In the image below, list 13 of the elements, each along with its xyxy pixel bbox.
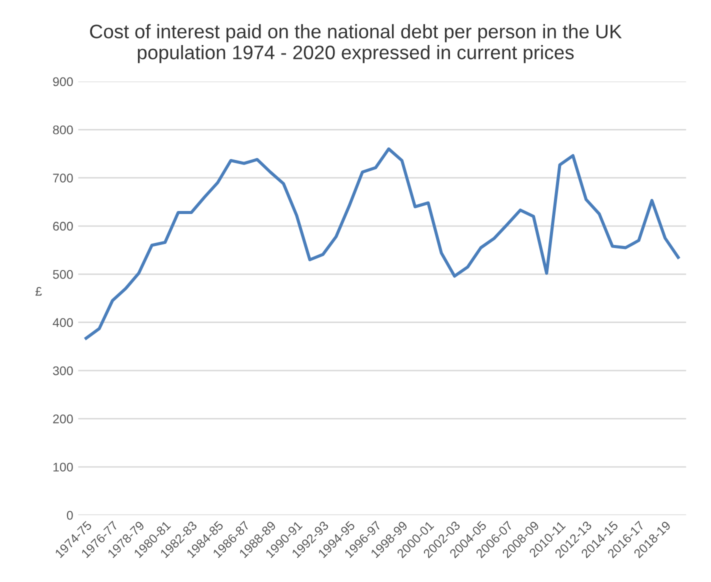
- line-series: [84, 147, 680, 340]
- y-tick-label: 0: [66, 510, 73, 520]
- chart-title: Cost of interest paid on the national debt per person in the UK population 1974 - 2020 expressed in current prices: [90, 24, 622, 64]
- y-axis-title: £: [35, 286, 42, 296]
- y-tick-label: 100: [53, 462, 73, 472]
- y-tick-label: 700: [53, 174, 73, 182]
- y-tick-label: 200: [53, 414, 73, 424]
- y-tick-label: 400: [52, 318, 73, 328]
- y-tick-label: 300: [52, 366, 73, 376]
- y-tick-label: 600: [53, 222, 73, 231]
- y-tick-label: 900: [53, 77, 73, 86]
- y-tick-label: 500: [52, 270, 73, 279]
- y-tick-label: 800: [53, 125, 73, 134]
